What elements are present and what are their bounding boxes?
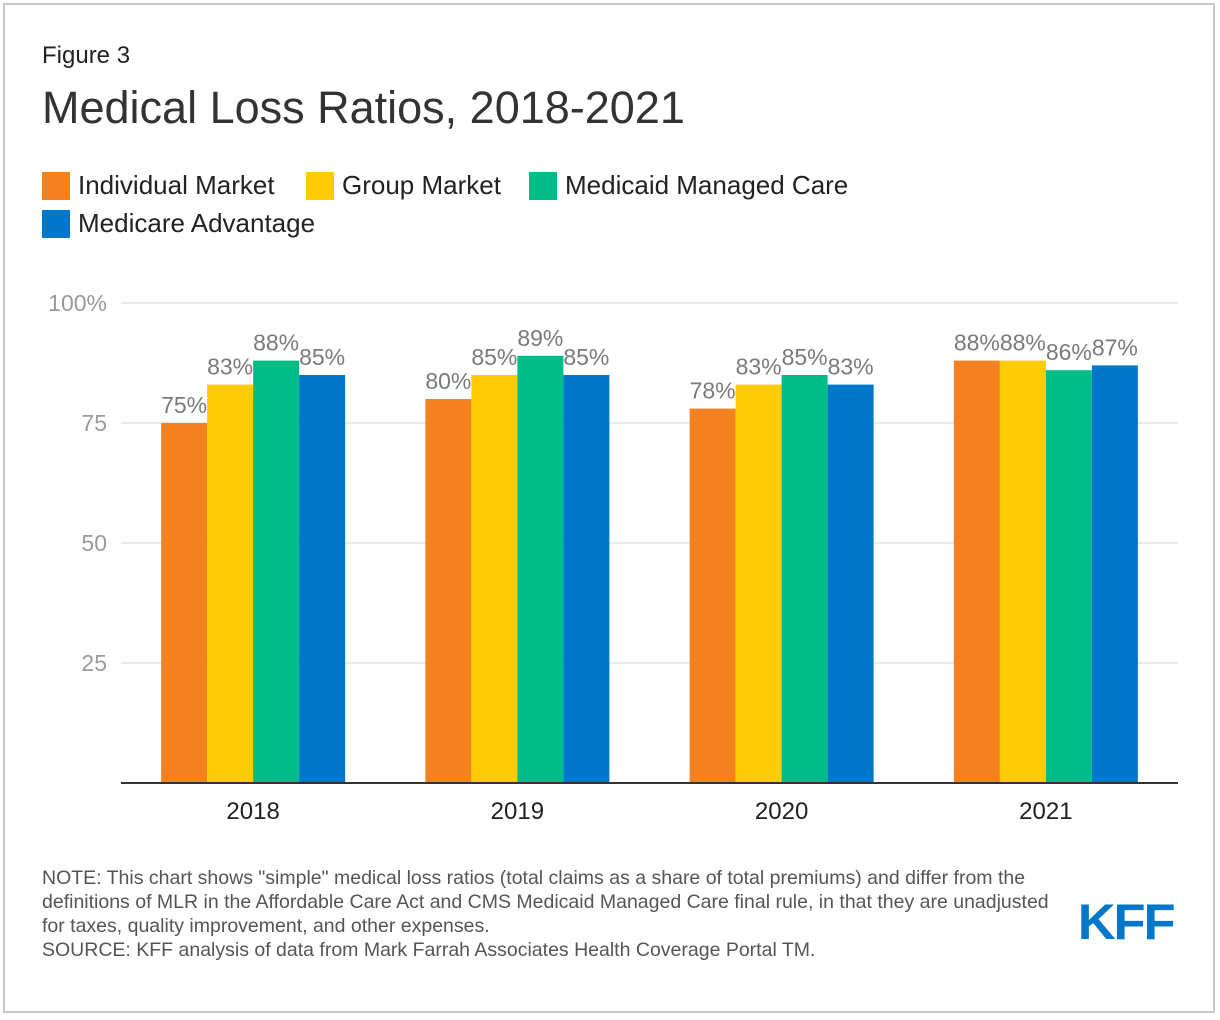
data-label: 85% (471, 344, 517, 370)
footnote: NOTE: This chart shows "simple" medical … (42, 866, 1072, 962)
bar (827, 384, 874, 783)
data-label: 83% (736, 354, 782, 380)
y-tick-label: 75 (81, 410, 107, 436)
bar (207, 384, 254, 783)
bar (299, 375, 346, 783)
y-tick-label: 100% (48, 290, 107, 316)
legend-label: Group Market (342, 170, 501, 200)
data-label: 86% (1046, 339, 1092, 365)
bar (563, 375, 610, 783)
legend-swatch (306, 171, 334, 200)
x-tick-label: 2020 (755, 798, 808, 825)
legend-label: Medicaid Managed Care (565, 170, 849, 200)
bar (1045, 370, 1092, 783)
data-label: 80% (425, 368, 471, 394)
data-label: 85% (782, 344, 828, 370)
x-tick-label: 2019 (491, 798, 544, 825)
bar (689, 408, 736, 783)
bar (471, 375, 518, 783)
bar (781, 375, 828, 783)
bar (953, 360, 1000, 783)
data-label: 89% (517, 325, 563, 351)
figure-label: Figure 3 (42, 42, 131, 69)
y-tick-label: 25 (81, 650, 107, 676)
legend-swatch (42, 209, 70, 238)
legend-swatch (42, 171, 70, 200)
x-tick-label: 2021 (1019, 798, 1072, 825)
x-tick-label: 2018 (226, 798, 279, 825)
chart-title: Medical Loss Ratios, 2018-2021 (42, 82, 685, 133)
legend-item-medicare-advantage: Medicare Advantage (42, 208, 315, 239)
legend-label: Medicare Advantage (78, 208, 316, 238)
source-text: SOURCE: KFF analysis of data from Mark F… (42, 939, 816, 961)
bar-chart: 100%75502575%83%88%85%201880%85%89%85%20… (48, 290, 1178, 825)
legend-label: Individual Market (78, 170, 275, 200)
bar (425, 399, 472, 783)
bar (999, 360, 1046, 783)
legend-item-medicaid-managed-care: Medicaid Managed Care (529, 170, 848, 201)
data-label: 75% (161, 392, 207, 418)
data-label: 88% (253, 330, 299, 356)
data-label: 85% (299, 344, 345, 370)
bar (253, 360, 300, 783)
data-label: 85% (563, 344, 609, 370)
data-label: 87% (1092, 334, 1138, 360)
legend-item-group-market: Group Market (306, 170, 501, 201)
data-label: 88% (1000, 330, 1046, 356)
kff-logo: KFF (1077, 894, 1176, 950)
legend-item-individual-market: Individual Market (42, 170, 275, 201)
bar (1091, 365, 1138, 783)
legend-swatch (529, 171, 557, 200)
bar (517, 355, 564, 783)
y-tick-label: 50 (81, 530, 107, 556)
note-text: NOTE: This chart shows "simple" medical … (42, 867, 1049, 937)
bar (735, 384, 782, 783)
data-label: 78% (690, 378, 736, 404)
data-label: 83% (207, 354, 253, 380)
data-label: 88% (954, 330, 1000, 356)
bar (161, 423, 208, 783)
data-label: 83% (828, 354, 874, 380)
